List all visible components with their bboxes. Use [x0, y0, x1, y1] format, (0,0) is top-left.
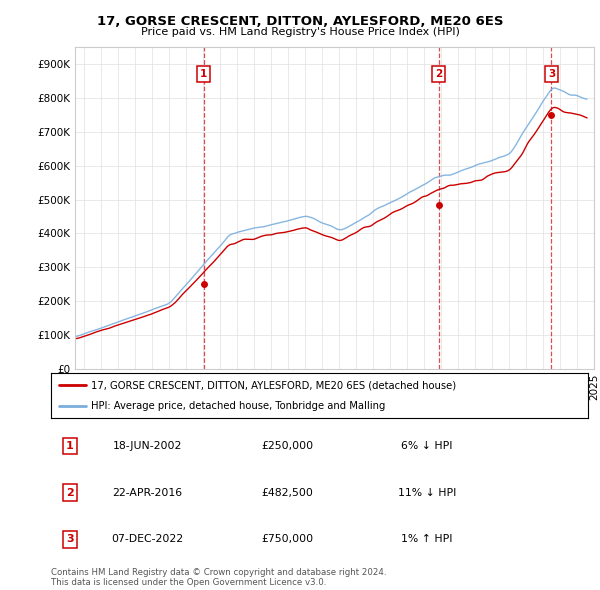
Text: Contains HM Land Registry data © Crown copyright and database right 2024.
This d: Contains HM Land Registry data © Crown c…: [51, 568, 386, 587]
Text: 1: 1: [200, 69, 207, 79]
Text: 17, GORSE CRESCENT, DITTON, AYLESFORD, ME20 6ES: 17, GORSE CRESCENT, DITTON, AYLESFORD, M…: [97, 15, 503, 28]
Text: 2: 2: [435, 69, 443, 79]
Text: 1% ↑ HPI: 1% ↑ HPI: [401, 535, 452, 545]
Text: 3: 3: [66, 535, 74, 545]
Text: 3: 3: [548, 69, 555, 79]
Text: £482,500: £482,500: [262, 488, 313, 497]
Text: 22-APR-2016: 22-APR-2016: [113, 488, 183, 497]
Text: 2: 2: [66, 488, 74, 497]
Text: HPI: Average price, detached house, Tonbridge and Malling: HPI: Average price, detached house, Tonb…: [91, 401, 386, 411]
Text: £750,000: £750,000: [261, 535, 313, 545]
Text: £250,000: £250,000: [261, 441, 313, 451]
Text: 18-JUN-2002: 18-JUN-2002: [113, 441, 182, 451]
Text: 11% ↓ HPI: 11% ↓ HPI: [398, 488, 456, 497]
Text: 1: 1: [66, 441, 74, 451]
Text: 07-DEC-2022: 07-DEC-2022: [112, 535, 184, 545]
Text: Price paid vs. HM Land Registry's House Price Index (HPI): Price paid vs. HM Land Registry's House …: [140, 27, 460, 37]
Text: 17, GORSE CRESCENT, DITTON, AYLESFORD, ME20 6ES (detached house): 17, GORSE CRESCENT, DITTON, AYLESFORD, M…: [91, 381, 457, 391]
Text: 6% ↓ HPI: 6% ↓ HPI: [401, 441, 452, 451]
